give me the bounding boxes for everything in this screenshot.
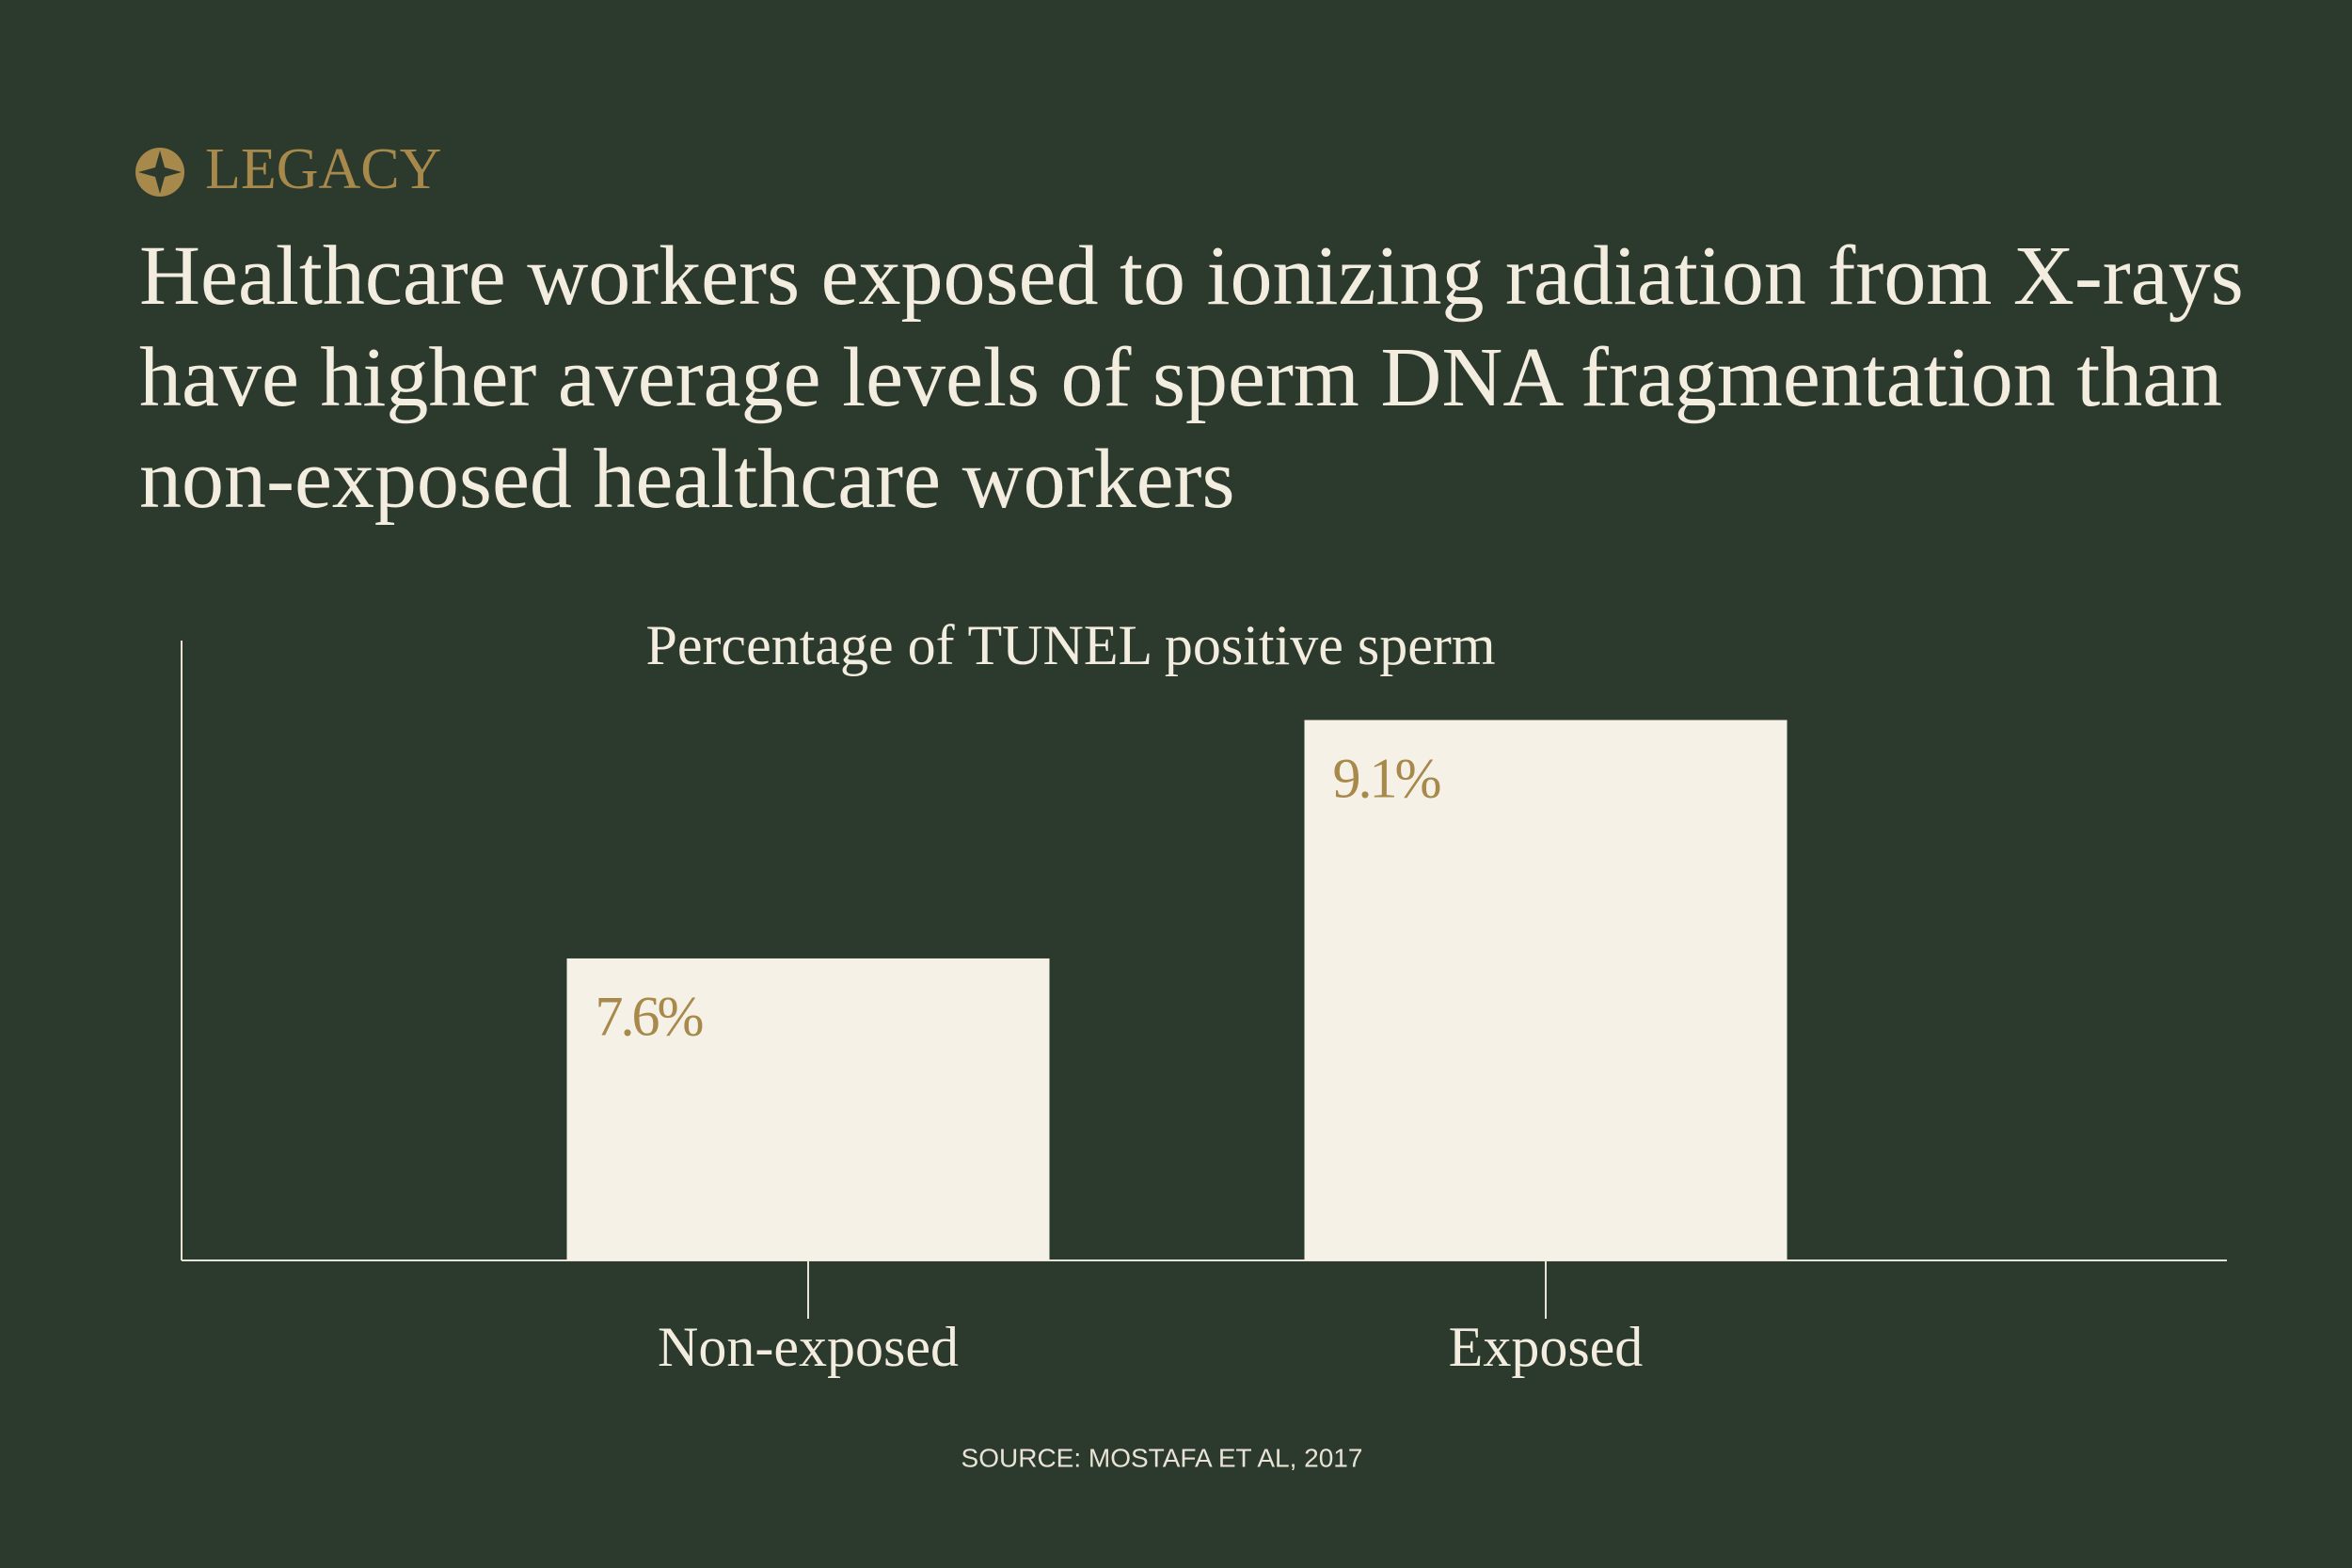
logo-icon [135,148,184,197]
source: SOURCE: MOSTAFA ET AL, 2017 [961,1443,1363,1472]
bar [1304,720,1788,1260]
bar [566,958,1050,1260]
value-label: 7.6% [596,986,703,1048]
chart-subtitle: Percentage of TUNEL positive sperm [645,614,1495,676]
chart-title: Healthcare workers exposed to ionizing r… [139,230,2244,526]
x-tick-label: Exposed [1449,1316,1644,1378]
value-label: 9.1% [1333,747,1440,809]
x-tick-label: Non-exposed [658,1316,959,1378]
brand: LEGACY [205,137,441,201]
